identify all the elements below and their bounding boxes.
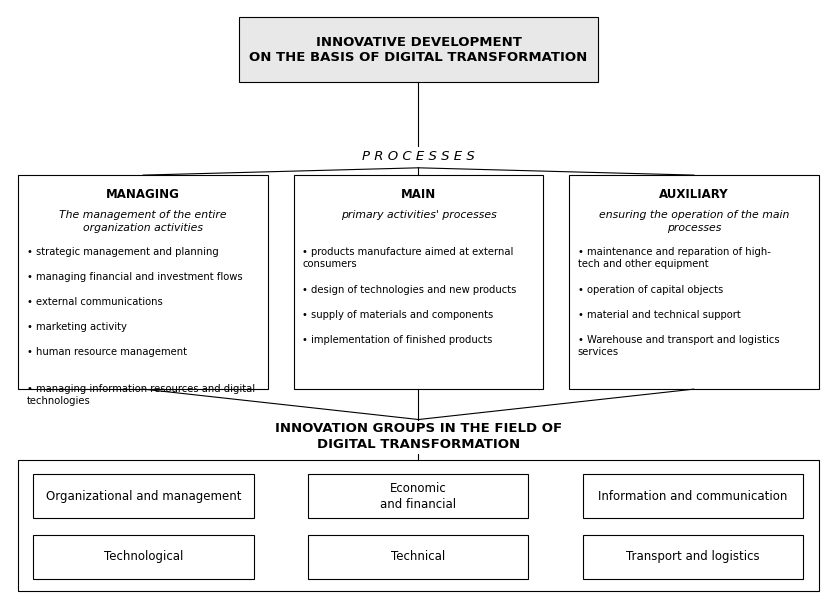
Text: • products manufacture aimed at external
consumers: • products manufacture aimed at external… <box>302 247 513 269</box>
Text: INNOVATIVE DEVELOPMENT
ON THE BASIS OF DIGITAL TRANSFORMATION: INNOVATIVE DEVELOPMENT ON THE BASIS OF D… <box>249 35 587 64</box>
Text: AUXILIARY: AUXILIARY <box>658 188 728 201</box>
Text: • managing financial and investment flows: • managing financial and investment flow… <box>27 272 242 282</box>
Text: • material and technical support: • material and technical support <box>577 310 739 320</box>
Text: • design of technologies and new products: • design of technologies and new product… <box>302 285 516 295</box>
FancyBboxPatch shape <box>308 535 528 579</box>
Text: INNOVATION GROUPS IN THE FIELD OF
DIGITAL TRANSFORMATION: INNOVATION GROUPS IN THE FIELD OF DIGITA… <box>274 422 562 451</box>
FancyBboxPatch shape <box>568 175 818 389</box>
Text: primary activities' processes: primary activities' processes <box>340 210 496 220</box>
FancyBboxPatch shape <box>293 175 543 389</box>
FancyBboxPatch shape <box>33 474 253 518</box>
Text: Transport and logistics: Transport and logistics <box>625 550 758 564</box>
Text: • marketing activity: • marketing activity <box>27 322 126 332</box>
Text: • supply of materials and components: • supply of materials and components <box>302 310 492 320</box>
FancyBboxPatch shape <box>18 175 268 389</box>
Text: • maintenance and reparation of high-
tech and other equipment: • maintenance and reparation of high- te… <box>577 247 769 269</box>
Text: Information and communication: Information and communication <box>597 489 787 503</box>
Text: • implementation of finished products: • implementation of finished products <box>302 335 492 345</box>
Text: • operation of capital objects: • operation of capital objects <box>577 285 722 295</box>
Text: • external communications: • external communications <box>27 297 162 307</box>
Text: Economic
and financial: Economic and financial <box>380 482 456 511</box>
FancyBboxPatch shape <box>308 474 528 518</box>
FancyBboxPatch shape <box>33 535 253 579</box>
Text: P R O C E S S E S: P R O C E S S E S <box>362 150 474 164</box>
Text: MAIN: MAIN <box>400 188 436 201</box>
FancyBboxPatch shape <box>238 17 598 82</box>
Text: • human resource management: • human resource management <box>27 347 186 357</box>
Text: • Warehouse and transport and logistics
services: • Warehouse and transport and logistics … <box>577 335 778 358</box>
Text: The management of the entire
organization activities: The management of the entire organizatio… <box>59 210 227 233</box>
Text: • managing information resources and digital
technologies: • managing information resources and dig… <box>27 384 255 406</box>
FancyBboxPatch shape <box>18 460 818 591</box>
Text: Technical: Technical <box>390 550 445 564</box>
Text: ensuring the operation of the main
processes: ensuring the operation of the main proce… <box>598 210 788 233</box>
Text: MANAGING: MANAGING <box>106 188 180 201</box>
FancyBboxPatch shape <box>582 535 802 579</box>
Text: Technological: Technological <box>104 550 183 564</box>
Text: Organizational and management: Organizational and management <box>46 489 241 503</box>
FancyBboxPatch shape <box>582 474 802 518</box>
Text: • strategic management and planning: • strategic management and planning <box>27 247 218 257</box>
